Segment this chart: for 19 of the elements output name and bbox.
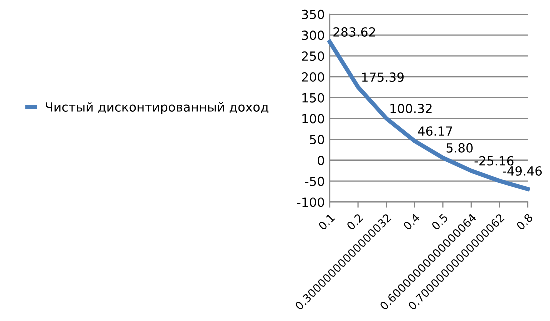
y-tick-label: 150: [302, 93, 324, 103]
data-label: 283.62: [334, 27, 376, 37]
y-tick-label: -50: [305, 176, 324, 186]
data-label: 175.39: [362, 72, 404, 82]
data-label: 100.32: [390, 104, 432, 114]
y-tick-label: 300: [302, 30, 324, 40]
data-label: -25.16: [474, 156, 514, 166]
y-tick-label: 50: [310, 135, 324, 145]
y-tick-label: 350: [302, 10, 324, 20]
y-tick-label: 100: [302, 114, 324, 124]
y-tick-label: 200: [302, 72, 324, 82]
y-tick-label: -100: [297, 198, 324, 208]
y-tick-label: 250: [302, 52, 324, 62]
legend-label: Чистый дисконтированный доход: [46, 102, 269, 114]
data-label: 46.17: [418, 126, 452, 136]
data-label: -49.46: [503, 166, 542, 176]
x-tick-label: 0.8: [516, 213, 534, 231]
y-tick-label: 0: [318, 156, 324, 166]
data-label: 5.80: [446, 143, 473, 153]
